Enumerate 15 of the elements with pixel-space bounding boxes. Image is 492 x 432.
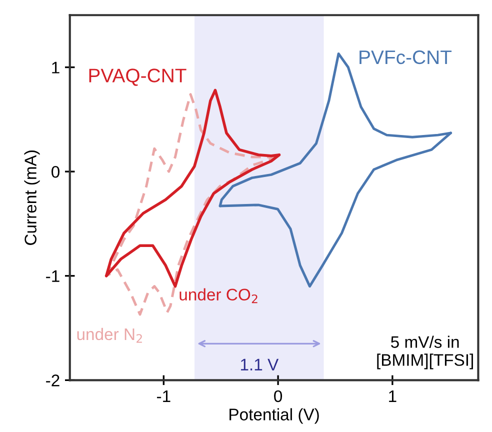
y-tick-label: -2	[46, 374, 60, 386]
x-tick-label: -1	[156, 390, 170, 402]
y-tick-label: 0	[52, 166, 60, 178]
y-tick-label: 1	[52, 62, 60, 74]
series-label: PVFc-CNT	[360, 50, 452, 64]
series-label: under CO$_{2}$	[180, 288, 258, 304]
annotation: 5 mV/s in [BMIM][TFSI]	[377, 336, 473, 370]
band-label: 1.1 V	[240, 358, 279, 370]
y-axis-title: Current (mA)	[24, 150, 40, 245]
series-label: under N$_{2}$	[77, 328, 142, 343]
x-tick-label: 0	[274, 390, 282, 402]
y-tick-label: -1	[46, 270, 60, 282]
x-axis-title: Potential (V)	[230, 408, 319, 424]
annotation: PVAQ-CNT	[89, 68, 186, 86]
x-tick-label: 1	[389, 390, 396, 402]
